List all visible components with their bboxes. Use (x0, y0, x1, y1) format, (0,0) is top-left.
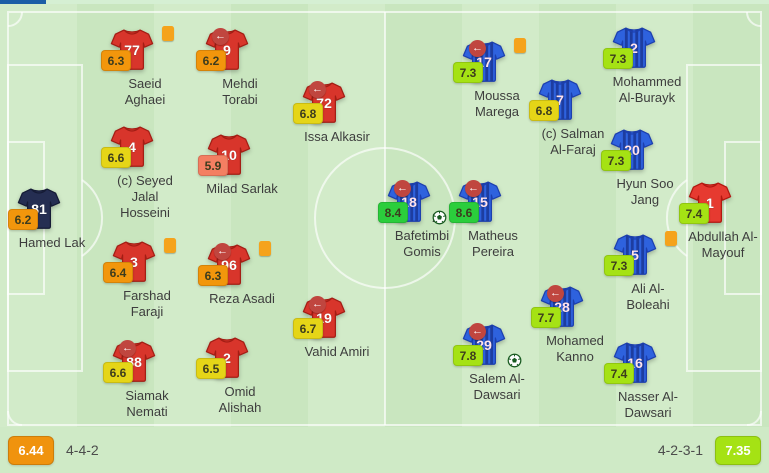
substituted-off-icon: ← (214, 243, 231, 260)
player-rating-badge: 6.8 (529, 100, 559, 121)
player-rating-badge: 6.2 (8, 209, 38, 230)
goal-indicator: 2 (432, 210, 447, 225)
player-name: Moussa Marega (474, 88, 520, 119)
player-number: 2 (630, 41, 638, 57)
player-rating-badge: 6.6 (101, 147, 131, 168)
yellow-card-icon (162, 26, 174, 41)
player-name: Hamed Lak (18, 235, 86, 250)
formation-bar: 6.44 4-4-2 4-2-3-1 7.35 (0, 427, 769, 473)
jersey-icon: 20 (610, 129, 654, 170)
substituted-off-icon: ← (469, 40, 486, 57)
player-rating-badge: 7.7 (531, 307, 561, 328)
substituted-off-icon: ← (309, 81, 326, 98)
player-rating-badge: 7.3 (604, 255, 634, 276)
yellow-card-icon (665, 231, 677, 246)
player-name: Ali Al-Boleahi (626, 281, 670, 312)
player-rating-badge: 5.9 (198, 155, 228, 176)
player-rating-badge: 6.6 (103, 362, 133, 383)
substituted-off-icon: ← (547, 285, 564, 302)
player-rating-badge: 7.3 (603, 48, 633, 69)
away-team-rating-badge: 7.35 (715, 435, 761, 465)
football-goal-icon (432, 210, 447, 225)
player-name: Abdullah Al-Mayouf (688, 229, 758, 260)
away-formation-label: 4-2-3-1 (657, 442, 703, 458)
player-rating-badge: 6.3 (101, 50, 131, 71)
player-rating-badge: 6.3 (198, 265, 228, 286)
football-goal-icon (507, 353, 522, 368)
player-name: Issa Alkasir (304, 129, 370, 144)
players-layer: 81 6.2 Hamed Lak 77 6.3 Saeid Aghaei 4 6.6 (c)… (8, 26, 758, 420)
player-name: Omid Alishah (218, 384, 262, 415)
substituted-off-icon: ← (465, 180, 482, 197)
substituted-off-icon: ← (119, 340, 136, 357)
player-name: Saeid Aghaei (124, 76, 166, 107)
active-tab-indicator (0, 0, 46, 4)
substituted-off-icon: ← (309, 296, 326, 313)
player-rating-badge: 6.4 (103, 262, 133, 283)
player-rating-badge: 7.3 (453, 62, 483, 83)
player-name: (c) Salman Al-Faraj (541, 126, 605, 157)
substituted-off-icon: ← (394, 180, 411, 197)
player-number: 9 (223, 43, 231, 59)
home-formation-label: 4-4-2 (66, 442, 99, 458)
yellow-card-icon (164, 238, 176, 253)
home-team-rating-badge: 6.44 (8, 435, 54, 465)
player-name: Salem Al-Dawsari (469, 371, 525, 402)
player-name: Mohamed Kanno (546, 333, 604, 364)
substituted-off-icon: ← (212, 28, 229, 45)
player-name: Mehdi Torabi (222, 76, 258, 107)
player-name: Bafetimbi Gomis (394, 228, 450, 259)
yellow-card-icon (514, 38, 526, 53)
player-rating-badge: 8.4 (378, 202, 408, 223)
player-rating-badge: 7.4 (679, 203, 709, 224)
away-formation-group: 4-2-3-1 7.35 (657, 435, 761, 465)
player-name: Farshad Faraji (123, 288, 171, 319)
player-rating-badge: 8.6 (449, 202, 479, 223)
player-name: (c) Seyed Jalal Hosseini (117, 173, 173, 220)
player-number: 3 (130, 255, 138, 271)
player-rating-badge: 6.7 (293, 318, 323, 339)
home-formation-group: 6.44 4-4-2 (8, 435, 99, 465)
player-name: Mohammed Al-Burayk (612, 74, 682, 105)
player-name: Reza Asadi (209, 291, 275, 306)
player-name: Milad Sarlak (206, 181, 278, 196)
player-number: 4 (128, 140, 136, 156)
player-rating-badge: 7.3 (601, 150, 631, 171)
player-name: Siamak Nemati (125, 388, 169, 419)
player-rating-badge: 6.8 (293, 103, 323, 124)
player-number: 1 (706, 196, 714, 212)
player-number: 5 (631, 248, 639, 264)
substituted-off-icon: ← (469, 323, 486, 340)
football-pitch: 81 6.2 Hamed Lak 77 6.3 Saeid Aghaei 4 6.6 (c)… (0, 0, 769, 427)
tab-indicator-track (0, 0, 769, 4)
player-rating-badge: 6.5 (196, 358, 226, 379)
player-name: Vahid Amiri (304, 344, 370, 359)
player-rating-badge: 6.2 (196, 50, 226, 71)
yellow-card-icon (259, 241, 271, 256)
player-name: Hyun Soo Jang (616, 176, 674, 207)
player-name: Matheus Pereira (468, 228, 518, 259)
player-number: 2 (223, 351, 231, 367)
player-number: 7 (556, 93, 564, 109)
player-rating-badge: 7.4 (604, 363, 634, 384)
player-rating-badge: 7.8 (453, 345, 483, 366)
player-name: Nasser Al-Dawsari (618, 389, 678, 420)
